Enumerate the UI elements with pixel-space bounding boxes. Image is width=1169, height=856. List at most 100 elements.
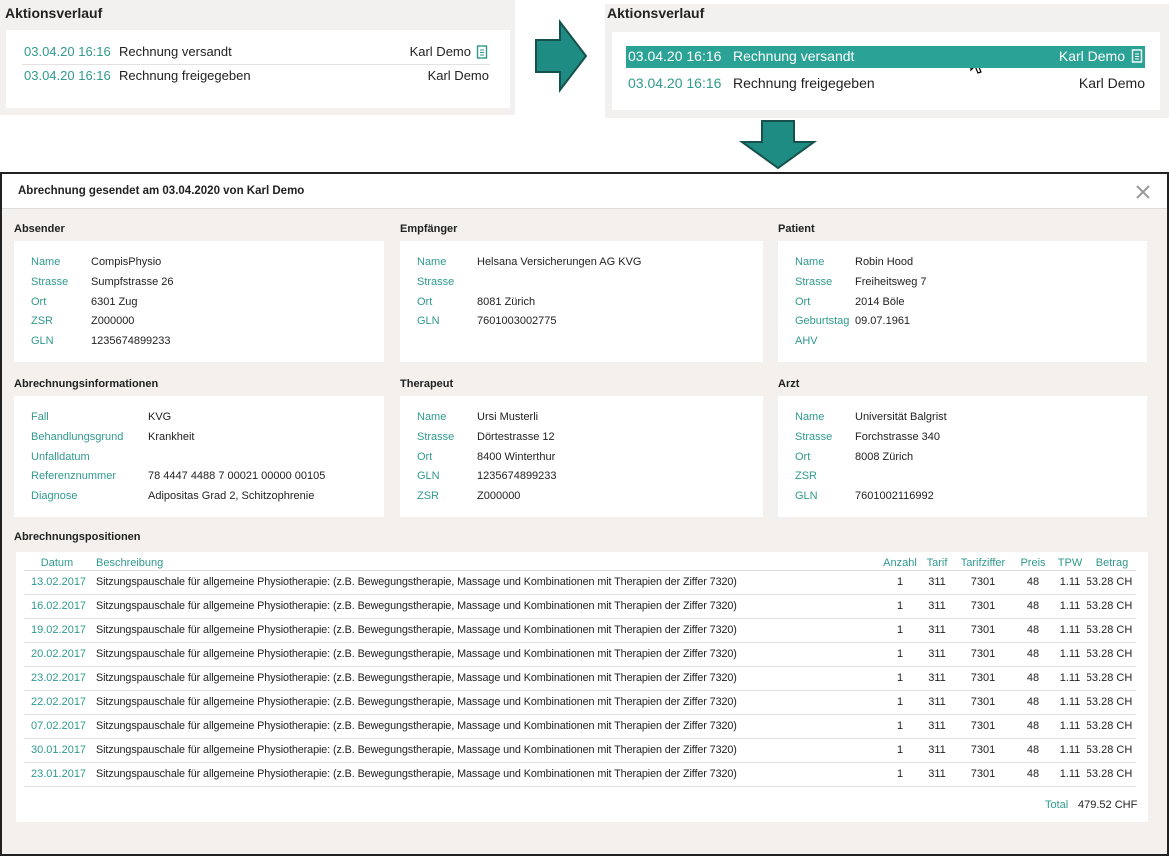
separator [22, 64, 490, 65]
description: Sitzungspauschale für allgemeine Physiot… [96, 576, 737, 588]
field-value: 6301 Zug [91, 295, 138, 308]
section-box [400, 396, 763, 517]
date: 13.02.2017 [31, 576, 87, 588]
description: Sitzungspauschale für allgemeine Physiot… [96, 624, 737, 636]
row-separator [24, 786, 1136, 787]
cell: 1.11 [1059, 624, 1081, 636]
description: Sitzungspauschale für allgemeine Physiot… [96, 744, 737, 756]
field-value: 7601003002775 [477, 315, 557, 328]
modal-header [2, 174, 1167, 209]
amount-cell: 53.28 CHF [1087, 718, 1133, 734]
action: Rechnung freigegeben [119, 68, 251, 83]
description: Sitzungspauschale für allgemeine Physiot… [96, 720, 737, 732]
header-separator [24, 570, 1136, 571]
cell: 48 [1026, 720, 1040, 732]
cell: 1.11 [1059, 576, 1081, 588]
field-value: Freiheitsweg 7 [855, 275, 927, 288]
time: 03.04.20 16:16 [24, 68, 111, 83]
row-separator [24, 594, 1136, 595]
column-header: Tarifziffer [960, 557, 1006, 569]
total-label: Total [1045, 799, 1069, 811]
user: Karl Demo [1058, 48, 1125, 64]
cell: 311 [928, 672, 946, 684]
row-separator [24, 738, 1136, 739]
history-list [612, 32, 1160, 110]
field-label: Name [795, 256, 825, 268]
amount-cell: 53.28 CHF [1087, 766, 1133, 782]
section-title: Abrechnungsinformationen [14, 378, 159, 390]
field-label: Ort [795, 295, 811, 308]
action: Rechnung versandt [733, 48, 855, 64]
amount-cell: 53.28 CHF [1087, 670, 1133, 686]
cell: 1 [896, 624, 904, 636]
field-label: Strasse [31, 275, 69, 288]
field-value: Z000000 [477, 490, 521, 503]
date: 19.02.2017 [31, 624, 87, 636]
amount-cell: 53.28 CHF [1087, 574, 1133, 590]
user: Karl Demo [409, 44, 471, 59]
cell: 7301 [970, 720, 996, 732]
amount: 53.28 CHF [1087, 576, 1133, 588]
cell: 311 [928, 576, 946, 588]
field-label: Behandlungsgrund [31, 430, 124, 443]
user: Karl Demo [427, 68, 489, 83]
description: Sitzungspauschale für allgemeine Physiot… [96, 768, 737, 780]
date: 23.02.2017 [31, 672, 87, 684]
cell: 1 [896, 600, 904, 612]
cell: 311 [928, 696, 946, 708]
field-label: Name [795, 411, 825, 423]
field-value: Robin Hood [855, 256, 914, 268]
document-icon[interactable] [476, 45, 488, 59]
field-label: GLN [31, 335, 54, 348]
user: Karl Demo [1078, 75, 1145, 91]
cell: 1.11 [1059, 744, 1081, 756]
amount: 53.28 CHF [1087, 720, 1133, 732]
section-title: Arzt [778, 378, 800, 390]
field-value: 7601002116992 [855, 490, 934, 503]
cell: 48 [1026, 624, 1040, 636]
field-value: 1235674899233 [91, 335, 171, 348]
date: 20.02.2017 [31, 648, 87, 660]
cell: 7301 [970, 648, 996, 660]
field-value: Z000000 [91, 315, 135, 328]
field-label: Ort [417, 450, 433, 463]
field-value: Dörtestrasse 12 [477, 430, 555, 443]
arrow-down [738, 120, 818, 170]
arrow-right [535, 19, 588, 93]
column-header: Anzahl [883, 557, 917, 569]
document-icon[interactable] [1131, 49, 1143, 63]
field-value: 8008 Zürich [855, 450, 914, 463]
field-label: ZSR [31, 315, 53, 328]
amount: 53.28 CHF [1087, 648, 1133, 660]
field-label: Strasse [417, 275, 455, 288]
cell: 48 [1026, 768, 1040, 780]
field-label: ZSR [417, 490, 439, 503]
field-value: 1235674899233 [477, 470, 557, 483]
field-label: Ort [31, 295, 47, 308]
field-value: Forchstrasse 340 [855, 430, 940, 443]
section-title: Patient [778, 223, 815, 235]
close-button[interactable] [1135, 184, 1151, 200]
field-label: Referenznummer [31, 470, 116, 483]
amount: 53.28 CHF [1087, 672, 1133, 684]
section-title: Therapeut [400, 378, 454, 390]
cell: 7301 [970, 576, 996, 588]
column-header: Preis [1020, 557, 1046, 569]
field-label: AHV [795, 335, 818, 348]
amount-cell: 53.28 CHF [1087, 646, 1133, 662]
cell: 1 [896, 648, 904, 660]
cell: 7301 [970, 624, 996, 636]
field-value: Universität Balgrist [855, 411, 947, 423]
row-separator [24, 714, 1136, 715]
cell: 1.11 [1059, 696, 1081, 708]
cell: 311 [928, 768, 946, 780]
field-value: Helsana Versicherungen AG KVG [477, 256, 642, 268]
date: 16.02.2017 [31, 600, 87, 612]
section-title: Absender [14, 223, 65, 235]
section-box [14, 241, 384, 362]
field-value: KVG [148, 411, 172, 423]
amount-cell: 53.28 CHF [1087, 694, 1133, 710]
field-value: 2014 Böle [855, 295, 905, 308]
row-separator [24, 762, 1136, 763]
